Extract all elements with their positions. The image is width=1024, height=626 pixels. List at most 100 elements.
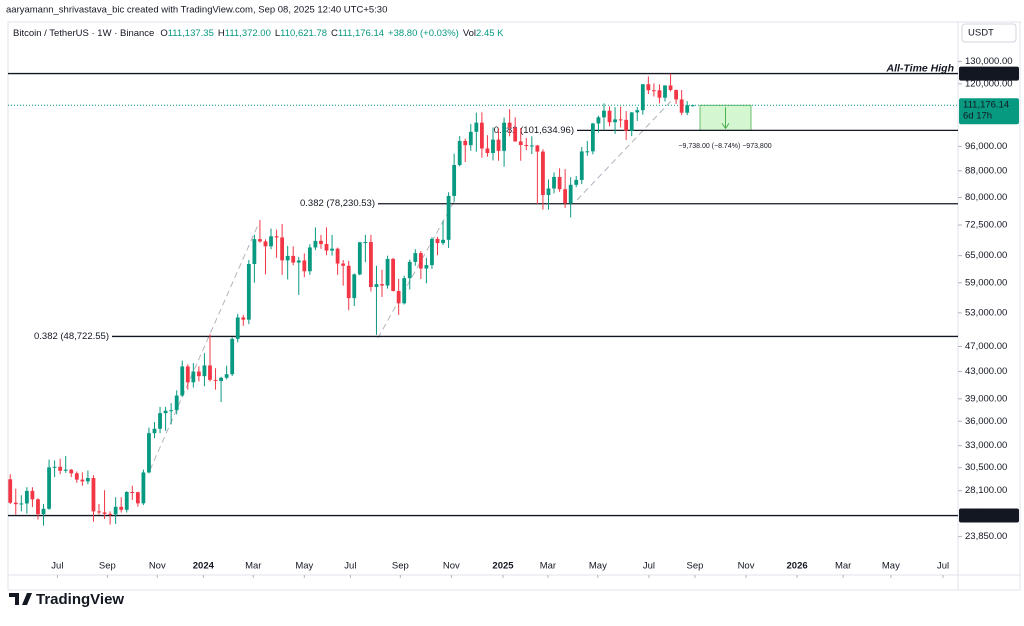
logo: TradingView: [9, 591, 124, 608]
candle-body: [24, 490, 29, 504]
candle-body: [269, 236, 273, 247]
candle-body: [552, 176, 556, 189]
candle-body: [690, 105, 695, 107]
x-tick-label: Mar: [540, 561, 556, 572]
y-tick-label: 53,000.00: [965, 307, 1007, 318]
y-tick-label: 23,850.00: [965, 531, 1007, 542]
candle-body: [685, 105, 690, 113]
candle-body: [496, 139, 501, 151]
candle-body: [541, 151, 545, 196]
candle-body: [485, 148, 490, 154]
candle-body: [590, 123, 595, 152]
candle-body: [147, 433, 151, 473]
candle-body: [635, 110, 640, 113]
candle-body: [407, 261, 412, 279]
level-label: 0.382 (101,634.96): [494, 125, 574, 136]
candle-body: [452, 165, 457, 196]
candle-body: [274, 236, 279, 238]
attribution: aaryamann_shrivastava_bic created with T…: [6, 5, 387, 16]
candle-body: [235, 317, 240, 339]
x-tick-label: Sep: [687, 561, 704, 572]
price-tag: 25,714.47: [963, 510, 1005, 521]
candle-body: [246, 263, 251, 320]
candle-body: [158, 413, 162, 429]
price-tag: 124,474.00: [963, 68, 1011, 79]
trend-line: [576, 99, 673, 201]
x-tick-label: Mar: [835, 561, 851, 572]
candle-body: [363, 242, 368, 244]
candle-body: [41, 508, 46, 515]
candle-body: [58, 466, 63, 471]
x-tick-label: Jul: [344, 561, 356, 572]
candle-body: [208, 365, 212, 380]
volume: 2.45 K: [476, 28, 504, 39]
candle-body: [602, 110, 606, 118]
candle-body: [502, 122, 506, 151]
candle-body: [124, 491, 129, 510]
logo-icon: [9, 593, 32, 605]
candle-body: [52, 466, 57, 468]
candle-body: [119, 506, 124, 510]
candle-body: [474, 122, 479, 132]
y-tick-label: 88,000.00: [965, 165, 1007, 176]
y-tick-label: 130,000.00: [965, 56, 1013, 67]
candle-body: [80, 479, 85, 482]
candle-body: [674, 89, 679, 100]
candle-body: [324, 244, 329, 251]
candle-body: [280, 237, 285, 261]
candle-body: [418, 253, 423, 269]
candle-body: [380, 284, 384, 286]
x-tick-label: Sep: [392, 561, 409, 572]
candle-body: [374, 284, 379, 288]
candle-body: [258, 239, 262, 242]
candle-body: [36, 499, 40, 515]
candle-body: [313, 240, 318, 248]
trend-line: [377, 199, 456, 339]
x-tick-label: 2026: [787, 561, 808, 572]
candle-body: [574, 179, 579, 185]
candle-body: [346, 265, 351, 299]
candle-body: [291, 255, 296, 263]
x-tick-label: Jul: [937, 561, 949, 572]
last-price-tag-bg: [959, 98, 1019, 125]
candle-body: [241, 317, 246, 320]
ohlc-key: H: [218, 28, 225, 39]
candle-body: [396, 290, 401, 304]
candle-body: [352, 274, 357, 299]
ohlc-key: L: [275, 28, 280, 39]
candle-body: [341, 263, 346, 266]
ohlc-value: 111,176.14: [338, 28, 384, 39]
y-tick-label: 80,000.00: [965, 192, 1007, 203]
candle-body: [618, 119, 623, 121]
candle-body: [518, 141, 523, 146]
candle-body: [385, 258, 390, 286]
x-tick-label: Mar: [245, 561, 261, 572]
candle-body: [19, 503, 24, 505]
logo-text: TradingView: [36, 591, 124, 608]
candle-body: [191, 371, 196, 383]
candle-body: [141, 472, 146, 504]
candle-body: [163, 410, 168, 414]
candle-body: [596, 117, 601, 124]
candle-body: [91, 478, 96, 512]
candle-body: [463, 140, 468, 146]
price-tag-bg: [959, 66, 1019, 81]
y-tick-label: 33,000.00: [965, 440, 1007, 451]
countdown: 6d 17h: [963, 111, 992, 122]
candle-body: [302, 260, 307, 272]
candle-body: [546, 188, 551, 196]
candle-body: [607, 110, 612, 123]
candle-body: [196, 371, 201, 377]
candle-body: [524, 145, 529, 147]
candle-body: [624, 119, 629, 131]
candle-body: [640, 84, 645, 111]
candle-body: [224, 374, 229, 378]
candle-body: [285, 255, 290, 261]
level-label: 0.382 (48,722.55): [34, 331, 109, 342]
candle-body: [457, 140, 462, 166]
ohlc-value: 111,372.00: [225, 28, 271, 39]
candle-body: [579, 151, 584, 180]
x-tick-label: 2024: [193, 561, 215, 572]
